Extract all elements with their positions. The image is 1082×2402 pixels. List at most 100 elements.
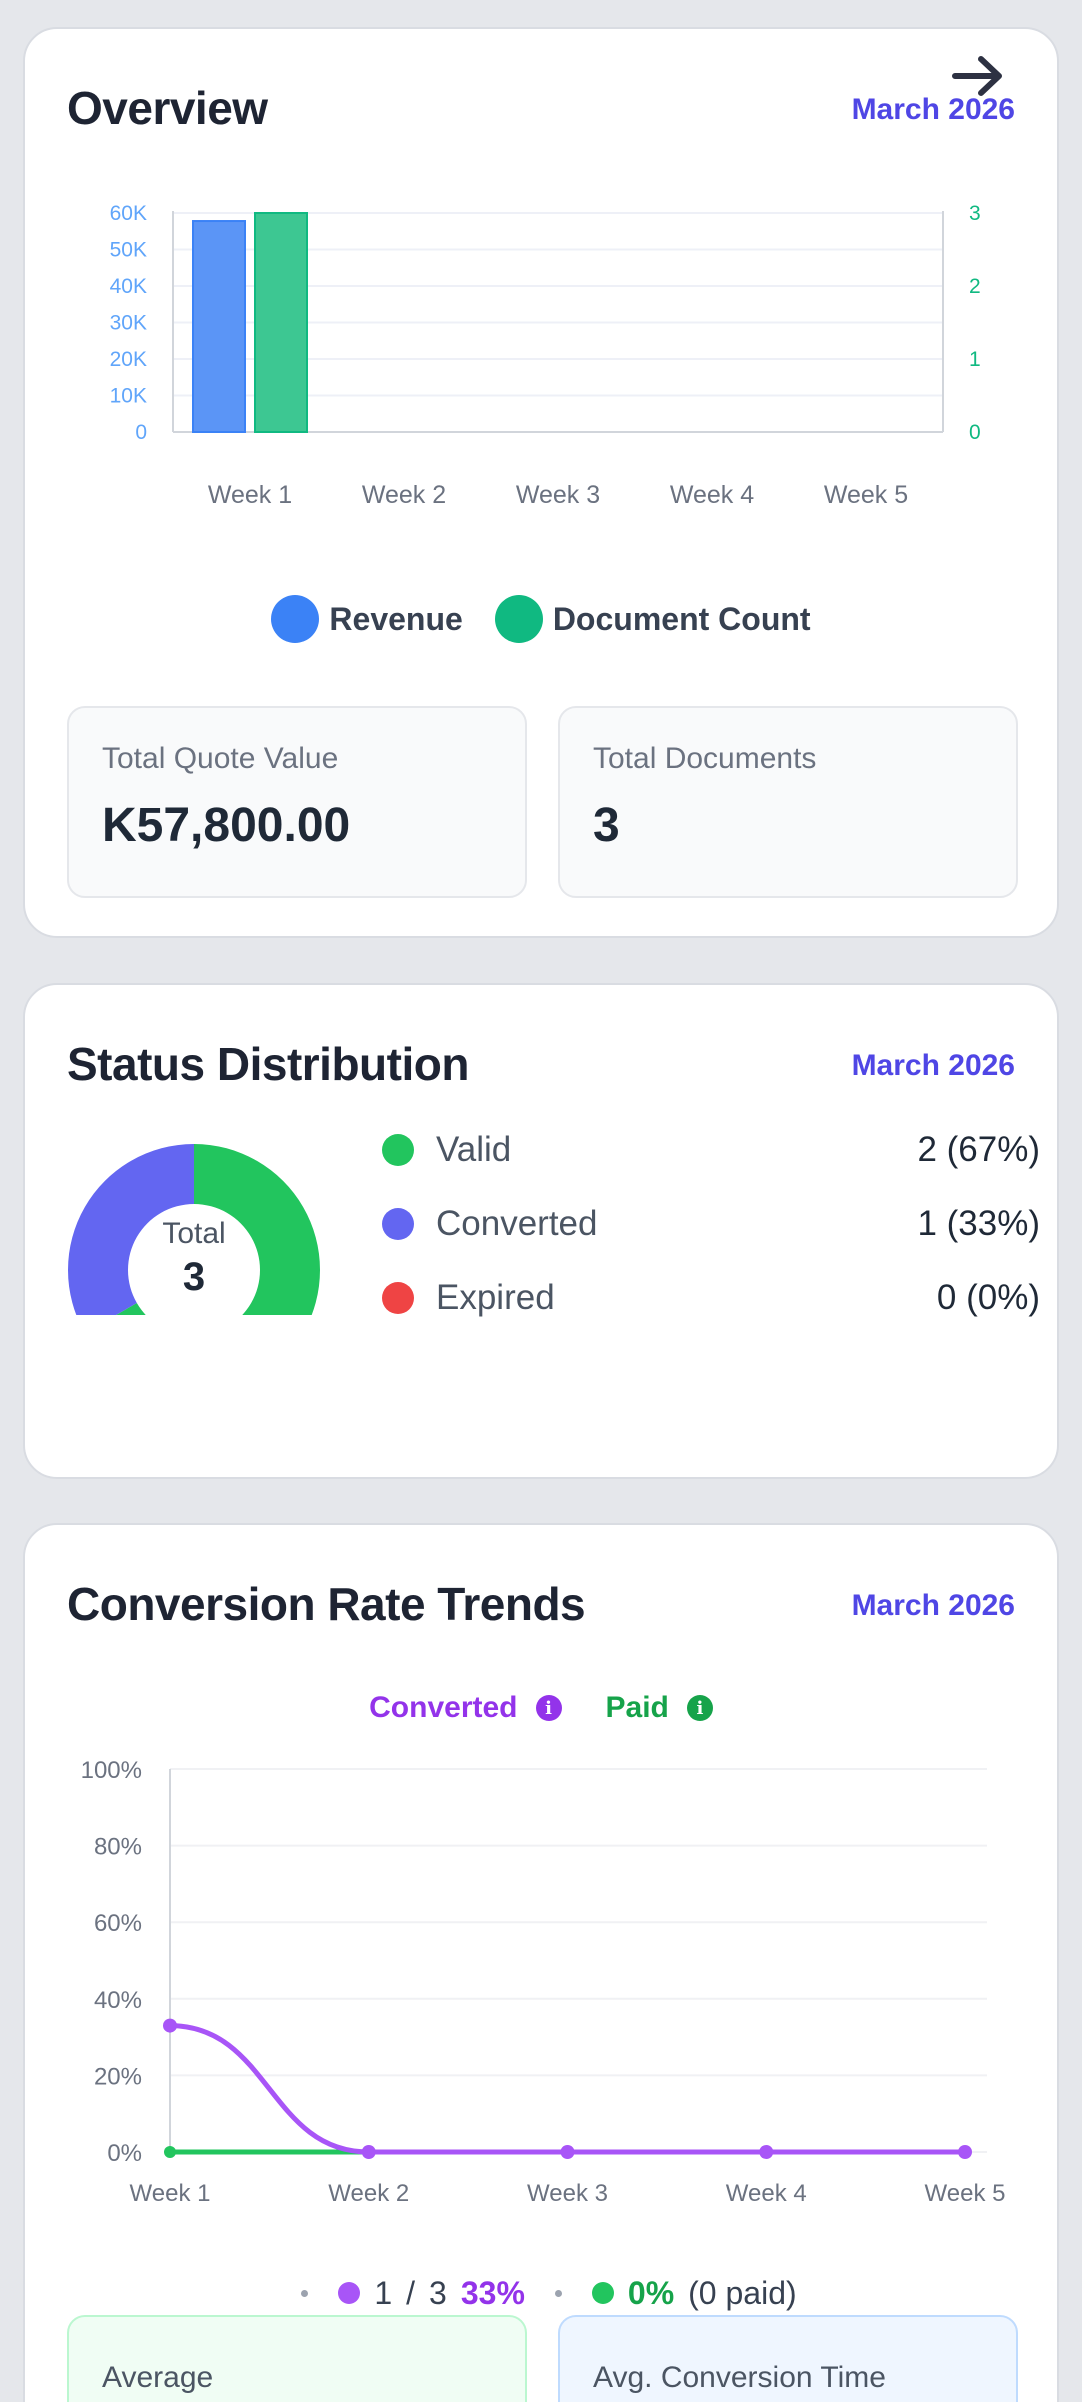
converted-percent: 33% — [460, 2274, 525, 2311]
legend-item-converted[interactable]: Converted i — [369, 1691, 562, 1725]
status-date[interactable]: March 2026 — [851, 1049, 1015, 1082]
stat-label: Total Quote Value — [102, 742, 339, 775]
donut-slice-converted — [68, 1144, 194, 1315]
revenue-bar — [192, 220, 246, 433]
y-left-tick-label: 30K — [110, 312, 147, 335]
y-tick-label: 0% — [107, 2140, 142, 2167]
legend-label-converted: Converted — [369, 1691, 518, 1724]
legend-item-revenue[interactable]: Revenue — [271, 595, 463, 643]
y-tick-label: 100% — [81, 1757, 142, 1784]
donut-total-label: Total — [162, 1217, 226, 1250]
total-count: 3 — [429, 2274, 447, 2311]
overview-card: Overview March 2026 0 10K 20K 30K 40K 50K 60K 0… — [23, 27, 1059, 938]
y-left-tick-label: 50K — [110, 239, 147, 262]
status-title: Status Distribution — [67, 1038, 469, 1090]
y-tick-label: 60% — [94, 1910, 142, 1937]
y-right-tick-label: 0 — [969, 421, 981, 444]
converted-point — [560, 2145, 575, 2159]
overview-bar-chart: 0 10K 20K 30K 40K 50K 60K 0 1 2 3 Week 1 Week 2 Week … — [110, 202, 981, 509]
x-tick-label: Week 1 — [130, 2180, 211, 2207]
donut-slice-valid — [116, 1144, 320, 1315]
conversion-legend: Converted i Paid i — [25, 1683, 1057, 1733]
average-label: Average — [102, 2361, 214, 2394]
stat-value: K57,800.00 — [102, 799, 351, 852]
info-icon[interactable]: i — [686, 1695, 713, 1721]
status-item-expired[interactable]: Expired 0 (0%) — [358, 1268, 1040, 1328]
converted-point — [163, 2018, 177, 2033]
y-left-tick-label: 0 — [135, 421, 147, 444]
paid-note: (0 paid) — [688, 2274, 797, 2311]
x-tick-label: Week 2 — [362, 481, 446, 509]
status-label: Converted — [436, 1204, 598, 1243]
y-right-tick-label: 1 — [969, 348, 981, 371]
y-tick-label: 80% — [94, 1834, 142, 1861]
conversion-rate-card: Conversion Rate Trends March 2026 Conver… — [23, 1523, 1059, 2402]
overview-legend: Revenue Document Count — [25, 589, 1057, 649]
overview-date[interactable]: March 2026 — [851, 93, 1015, 126]
legend-label-revenue: Revenue — [329, 600, 463, 637]
y-tick-label: 40% — [94, 1987, 142, 2014]
converted-point — [759, 2145, 774, 2159]
stat-label: Total Documents — [593, 742, 817, 775]
conversion-title: Conversion Rate Trends — [67, 1578, 586, 1630]
donut-center: Total 3 — [67, 1217, 321, 1300]
y-right-tick-label: 2 — [969, 275, 981, 298]
y-left-tick-label: 10K — [110, 385, 147, 408]
legend-item-paid[interactable]: Paid i — [606, 1691, 713, 1725]
converted-count: 1 — [374, 2274, 393, 2311]
total-documents-box: Total Documents 3 — [558, 706, 1018, 898]
y-tick-label: 20% — [94, 2063, 142, 2090]
status-value: 0 (0%) — [936, 1278, 1040, 1317]
document-count-bar — [254, 212, 308, 433]
overview-title: Overview — [67, 82, 268, 134]
valid-dot-icon — [382, 1134, 414, 1166]
converted-point — [958, 2145, 972, 2159]
status-value: 2 (67%) — [917, 1130, 1040, 1169]
status-label: Expired — [436, 1278, 555, 1317]
converted-line — [169, 2023, 965, 2155]
x-tick-label: Week 3 — [527, 2180, 608, 2207]
legend-label-document-count: Document Count — [552, 600, 811, 637]
x-tick-label: Week 2 — [328, 2180, 409, 2207]
count-separator: / — [406, 2274, 416, 2311]
converted-dot-icon — [338, 2282, 361, 2304]
y-left-tick-label: 40K — [110, 275, 147, 298]
total-quote-value-box: Total Quote Value K57,800.00 — [67, 706, 527, 898]
converted-dot-icon — [382, 1208, 414, 1240]
paid-percent: 0% — [627, 2274, 675, 2311]
legend-item-document-count[interactable]: Document Count — [494, 595, 811, 643]
conversion-date[interactable]: March 2026 — [851, 1589, 1015, 1622]
conversion-line-chart: 0% 20% 40% 60% 80% 100% Week 1 Week 2 Week 3 Week… — [81, 1757, 1006, 2207]
status-label: Valid — [436, 1130, 512, 1169]
converted-point — [361, 2145, 376, 2159]
document-count-dot-icon — [494, 595, 543, 643]
average-box: Average — [67, 2315, 527, 2402]
separator-dot-icon — [301, 2289, 309, 2297]
info-icon[interactable]: i — [535, 1695, 562, 1721]
stat-value: 3 — [593, 799, 620, 852]
status-distribution-card: Status Distribution March 2026 Total 3 V… — [23, 983, 1059, 1479]
conversion-summary: 1 / 3 33% 0% (0 paid) — [25, 2268, 1057, 2318]
legend-label-paid: Paid — [605, 1691, 669, 1724]
x-tick-label: Week 3 — [516, 481, 600, 509]
x-tick-label: Week 4 — [670, 481, 754, 509]
x-tick-label: Week 5 — [925, 2180, 1006, 2207]
status-donut-chart — [68, 1144, 320, 1315]
avg-conversion-time-label: Avg. Conversion Time — [593, 2361, 886, 2394]
arrow-right-icon[interactable] — [949, 51, 1009, 101]
x-tick-label: Week 5 — [824, 481, 908, 509]
x-tick-label: Week 1 — [208, 481, 292, 509]
revenue-dot-icon — [271, 595, 320, 643]
status-value: 1 (33%) — [917, 1204, 1040, 1243]
y-right-tick-label: 3 — [969, 202, 981, 225]
status-item-valid[interactable]: Valid 2 (67%) — [358, 1120, 1040, 1180]
y-left-tick-label: 60K — [110, 202, 147, 225]
y-left-tick-label: 20K — [110, 348, 147, 371]
paid-dot-icon — [591, 2282, 614, 2304]
status-item-converted[interactable]: Converted 1 (33%) — [358, 1194, 1040, 1254]
separator-dot-icon — [554, 2289, 562, 2297]
x-tick-label: Week 4 — [726, 2180, 807, 2207]
avg-conversion-time-box: Avg. Conversion Time — [558, 2315, 1018, 2402]
paid-point — [164, 2146, 176, 2158]
expired-dot-icon — [382, 1282, 414, 1314]
